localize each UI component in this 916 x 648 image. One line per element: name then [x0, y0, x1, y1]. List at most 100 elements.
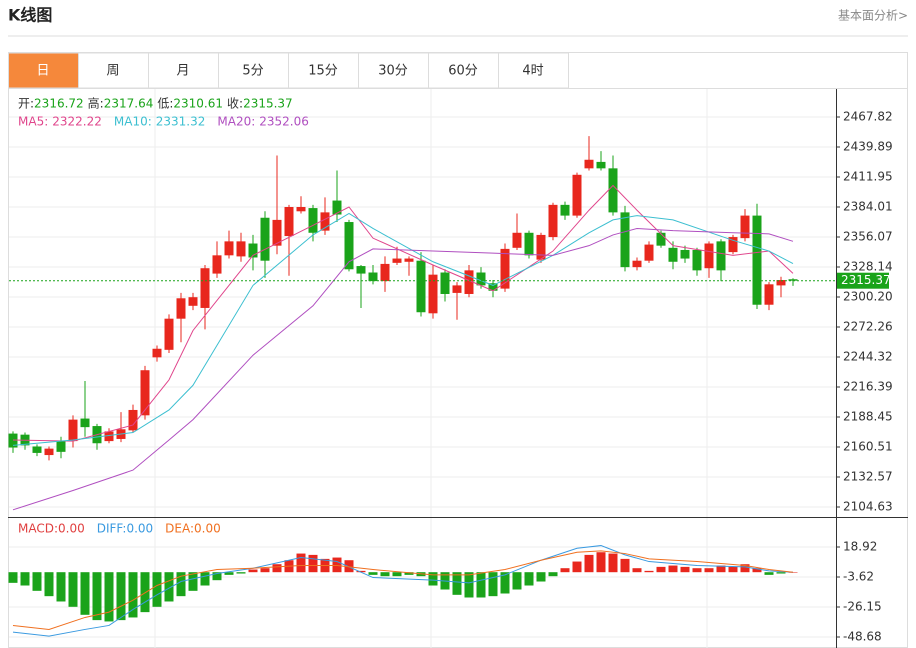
- macd-bar: [260, 568, 270, 573]
- candle-body: [68, 419, 78, 442]
- candle-body: [44, 448, 54, 456]
- macd-bar: [512, 572, 522, 590]
- y-tick-label: 2160.51: [843, 439, 893, 453]
- macd-bar: [668, 565, 678, 573]
- macd-bar: [44, 572, 54, 597]
- tab[interactable]: [288, 52, 359, 89]
- macd-bar: [32, 572, 42, 591]
- macd-bar: [92, 572, 102, 621]
- tab-label[interactable]: 5分: [242, 64, 263, 79]
- macd-bar: [296, 553, 306, 573]
- y-tick-label: 2384.01: [843, 199, 893, 213]
- y-tick-label: -3.62: [843, 570, 874, 584]
- candle-body: [104, 431, 114, 442]
- candle-body: [164, 318, 174, 350]
- candle-body: [380, 263, 390, 282]
- tab-label[interactable]: 周: [106, 64, 119, 79]
- macd-bar: [464, 572, 474, 598]
- macd-bar: [632, 568, 642, 573]
- macd-bar: [500, 572, 510, 594]
- tab[interactable]: [148, 52, 219, 89]
- macd-bar: [752, 568, 762, 573]
- macd-bar: [128, 572, 138, 618]
- candle-body: [248, 243, 258, 258]
- candle-body: [668, 247, 678, 262]
- macd-bar: [476, 572, 486, 598]
- legend-label: MA5:: [18, 115, 48, 129]
- macd-bar: [140, 572, 150, 613]
- tab-label[interactable]: 30分: [378, 64, 408, 79]
- macd-bar: [368, 572, 378, 575]
- macd-bar: [728, 566, 738, 573]
- tab[interactable]: [218, 52, 289, 89]
- tab[interactable]: [8, 52, 79, 89]
- candle-body: [680, 249, 690, 259]
- tab-label[interactable]: 15分: [308, 64, 338, 79]
- last-price-box: [837, 272, 889, 289]
- y-tick-label: 18.92: [843, 540, 877, 554]
- macd-bar: [776, 572, 786, 574]
- macd-bar: [692, 568, 702, 573]
- candle-body: [428, 274, 438, 314]
- macd-bar: [20, 572, 30, 586]
- macd-bar: [656, 566, 666, 573]
- y-tick-label: 2356.07: [843, 229, 893, 243]
- candle-body: [188, 297, 198, 306]
- y-tick-label: 2104.63: [843, 500, 893, 514]
- candle-body: [464, 270, 474, 294]
- macd-bar: [452, 572, 462, 595]
- ohlc-label: 高:: [88, 96, 104, 111]
- legend-label: DIFF:: [97, 522, 127, 536]
- legend-label: DEA:: [165, 522, 194, 536]
- candle-body: [788, 279, 798, 281]
- macd-bar: [584, 554, 594, 573]
- candle-body: [764, 284, 774, 305]
- candle-body: [548, 204, 558, 238]
- y-tick-label: 2188.45: [843, 409, 893, 423]
- macd-bar: [548, 572, 558, 577]
- tab[interactable]: [498, 52, 569, 89]
- y-tick-label: 2216.39: [843, 379, 893, 393]
- tab[interactable]: [358, 52, 429, 89]
- macd-bar: [620, 558, 630, 573]
- y-tick-label: 2132.57: [843, 469, 893, 483]
- macd-bar: [200, 572, 210, 586]
- legend-value: 0.00: [58, 522, 85, 536]
- ohlc-label: 开:: [18, 97, 34, 111]
- legend-value: 0.00: [194, 522, 221, 536]
- legend-label: MACD:: [18, 522, 58, 536]
- candle-body: [692, 249, 702, 271]
- tab-label[interactable]: 日: [36, 64, 49, 79]
- candle-body: [452, 285, 462, 293]
- candle-body: [320, 212, 330, 231]
- candle-body: [332, 200, 342, 215]
- tab-label[interactable]: 4时: [522, 64, 543, 79]
- candle-body: [80, 418, 90, 428]
- macd-bar: [176, 572, 186, 597]
- fundamental-link[interactable]: 基本面分析>: [838, 9, 908, 23]
- candle-body: [260, 217, 270, 261]
- tab-label[interactable]: 60分: [448, 64, 478, 79]
- candle-body: [512, 232, 522, 248]
- candle-body: [152, 348, 162, 358]
- candle-body: [236, 241, 246, 257]
- candle-body: [176, 298, 186, 319]
- tab[interactable]: [78, 52, 149, 89]
- macd-bar: [80, 572, 90, 615]
- y-tick-label: 2244.32: [843, 349, 893, 363]
- macd-bar: [212, 572, 222, 581]
- y-tick-label: 2328.14: [843, 259, 893, 273]
- legend-value: 2352.06: [259, 115, 309, 129]
- macd-bar: [164, 572, 174, 602]
- macd-bar: [236, 572, 246, 574]
- y-tick-label: 2467.82: [843, 109, 893, 123]
- y-tick-label: -26.15: [843, 600, 882, 614]
- macd-bar: [704, 568, 714, 573]
- candle-body: [8, 433, 18, 448]
- candle-body: [284, 207, 294, 236]
- macd-bar: [248, 569, 258, 573]
- candle-body: [728, 237, 738, 253]
- macd-bar: [536, 572, 546, 582]
- ohlc-value: 2315.37: [243, 97, 293, 111]
- tab-label[interactable]: 月: [176, 64, 189, 79]
